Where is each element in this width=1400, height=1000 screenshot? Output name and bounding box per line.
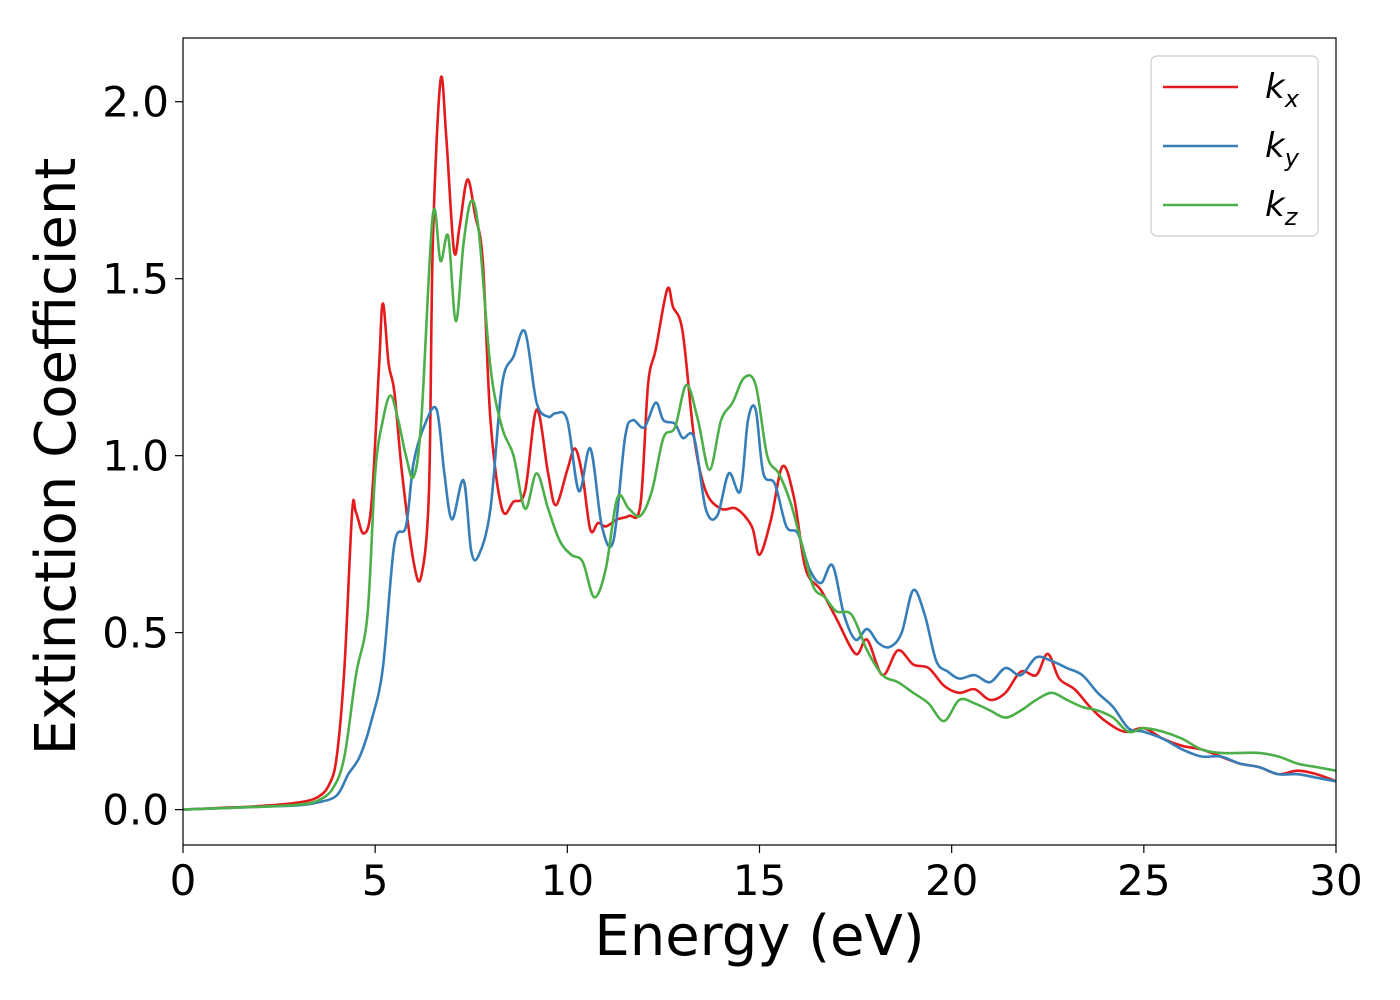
- legend-label-kz: kz: [1265, 185, 1299, 231]
- x-tick-label: 30: [1309, 856, 1362, 905]
- legend-label-kx: kx: [1265, 67, 1300, 113]
- series-layer: [182, 75, 1337, 811]
- x-tick-label: 5: [362, 856, 389, 905]
- y-tick-label: 0.5: [102, 609, 169, 658]
- x-tick-label: 10: [541, 856, 594, 905]
- legend-label-ky: ky: [1265, 126, 1300, 172]
- y-tick-label: 0.0: [102, 786, 169, 835]
- y-tick-label: 1.0: [102, 432, 169, 481]
- legend: kx ky kz: [1150, 55, 1319, 237]
- series-line-ky: [182, 328, 1337, 811]
- y-tick-label: 2.0: [102, 78, 169, 127]
- x-axis: 0 5 10 15 20 25 30: [170, 845, 1363, 905]
- x-tick-label: 20: [925, 856, 978, 905]
- y-axis: 0.0 0.5 1.0 1.5 2.0: [102, 78, 183, 835]
- x-tick-label: 0: [170, 856, 197, 905]
- y-axis-title: Extinction Coefficient: [24, 158, 89, 756]
- y-tick-label: 1.5: [102, 255, 169, 304]
- x-tick-label: 25: [1117, 856, 1170, 905]
- x-tick-label: 15: [733, 856, 786, 905]
- series-line-kz: [182, 199, 1337, 811]
- series-line-kx: [182, 75, 1337, 811]
- x-axis-title: Energy (eV): [594, 904, 924, 969]
